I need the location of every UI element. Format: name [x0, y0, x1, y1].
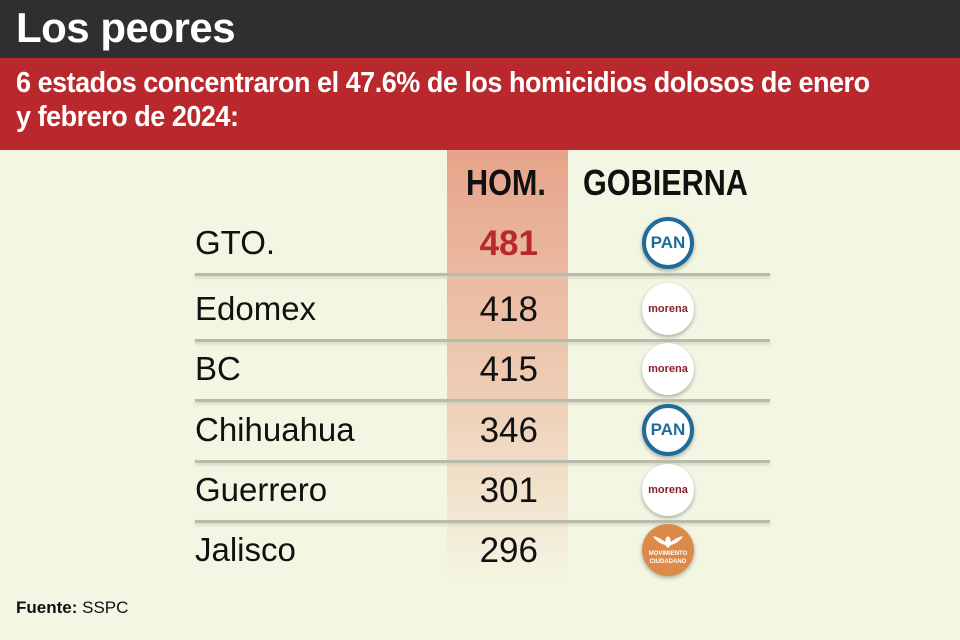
row-divider: [195, 339, 770, 342]
state-name: Chihuahua: [195, 411, 355, 448]
state-name: Jalisco: [195, 531, 296, 568]
eagle-icon: [653, 536, 683, 548]
homicide-count: 296: [479, 531, 538, 570]
table-row: Jalisco 296 MOVIMIENTO CIUDADANO: [195, 521, 770, 581]
page-title: Los peores: [16, 4, 236, 51]
hom-column-highlight: [447, 150, 568, 580]
movimiento-ciudadano-logo-icon: MOVIMIENTO CIUDADANO: [642, 524, 694, 576]
table-row: Guerrero 301 morena: [195, 461, 770, 523]
homicide-count: 481: [479, 224, 538, 263]
homicide-count: 415: [479, 350, 538, 389]
table-row: GTO. 481 PAN: [195, 214, 770, 276]
table-row: BC 415 morena: [195, 340, 770, 402]
row-divider: [195, 399, 770, 402]
row-divider: [195, 460, 770, 463]
source-value: SSPC: [82, 598, 129, 617]
homicide-count: 301: [479, 471, 538, 510]
source-label: Fuente:: [16, 598, 78, 617]
morena-logo-icon: morena: [642, 343, 694, 395]
state-name: Guerrero: [195, 471, 328, 508]
header-bar: [0, 0, 960, 58]
pan-logo-icon: PAN: [642, 404, 694, 456]
homicide-count: 418: [479, 290, 538, 329]
table-row: Edomex 418 morena: [195, 280, 770, 342]
morena-logo-icon: morena: [642, 283, 694, 335]
source: Fuente: SSPC: [16, 598, 128, 618]
homicide-count: 346: [479, 411, 538, 450]
morena-logo-icon: morena: [642, 464, 694, 516]
row-divider: [195, 273, 770, 276]
row-divider: [195, 520, 770, 523]
header-hom: HOM.: [466, 162, 546, 203]
subtitle-band: [0, 58, 960, 150]
state-name: Edomex: [195, 290, 317, 327]
party-name: morena: [648, 303, 688, 315]
table-row: Chihuahua 346 PAN: [195, 401, 770, 463]
state-name: GTO.: [195, 224, 276, 261]
header-gobierna: GOBIERNA: [583, 162, 748, 203]
party-name: MOVIMIENTO CIUDADANO: [648, 551, 688, 565]
party-name: PAN: [650, 420, 686, 439]
state-name: BC: [195, 350, 241, 387]
party-name: morena: [648, 363, 688, 375]
party-name: PAN: [650, 233, 686, 252]
subtitle: 6 estados concentraron el 47.6% de los h…: [16, 67, 870, 133]
party-name: morena: [648, 484, 688, 496]
pan-logo-icon: PAN: [642, 217, 694, 269]
